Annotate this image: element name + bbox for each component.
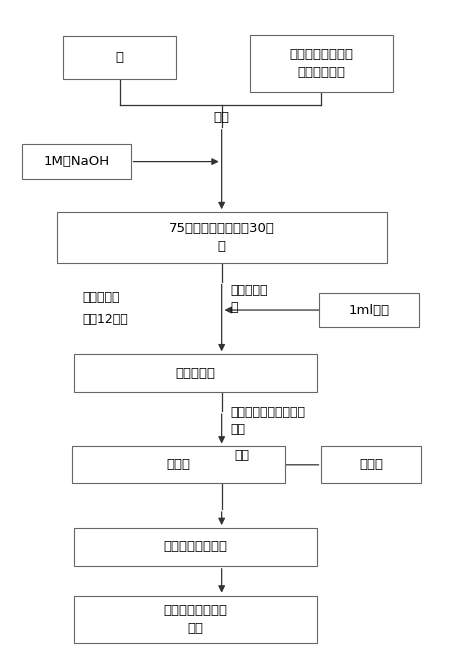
Bar xyxy=(74,596,317,644)
Text: 冷却至室温: 冷却至室温 xyxy=(83,291,120,304)
Bar xyxy=(74,528,317,566)
Text: 碳: 碳 xyxy=(115,51,124,64)
Text: 搅拌12小时: 搅拌12小时 xyxy=(83,313,128,326)
Text: 离心分离干
燥: 离心分离干 燥 xyxy=(230,284,267,314)
Text: 掺氮碳: 掺氮碳 xyxy=(166,459,190,471)
Text: 不同温度下氮气保护下
焙烧: 不同温度下氮气保护下 焙烧 xyxy=(230,405,305,436)
Text: 搅拌: 搅拌 xyxy=(213,111,229,124)
Bar xyxy=(318,293,418,328)
Bar xyxy=(74,354,317,392)
Text: 75摄氏度水浴下反应30分
钟: 75摄氏度水浴下反应30分 钟 xyxy=(168,222,274,253)
Text: 浸渍: 浸渍 xyxy=(234,449,249,462)
Text: 1ml醋酸: 1ml醋酸 xyxy=(348,303,389,316)
Bar xyxy=(72,447,284,483)
Text: 1M的NaOH: 1M的NaOH xyxy=(43,155,109,168)
Text: 去离子水、三聚氰
胺、甲醛溶液: 去离子水、三聚氰 胺、甲醛溶液 xyxy=(289,48,353,79)
Bar xyxy=(321,447,420,483)
Text: 碳含氮树脂: 碳含氮树脂 xyxy=(175,367,215,380)
Text: 硝酸镍: 硝酸镍 xyxy=(359,459,382,471)
Bar xyxy=(22,144,130,179)
Bar xyxy=(63,36,176,79)
Bar xyxy=(249,36,392,92)
Text: 干燥、焙烧、还原: 干燥、焙烧、还原 xyxy=(163,540,227,553)
Bar xyxy=(57,212,386,263)
Text: 掺氮碳改性镍基催
化剂: 掺氮碳改性镍基催 化剂 xyxy=(163,604,227,635)
